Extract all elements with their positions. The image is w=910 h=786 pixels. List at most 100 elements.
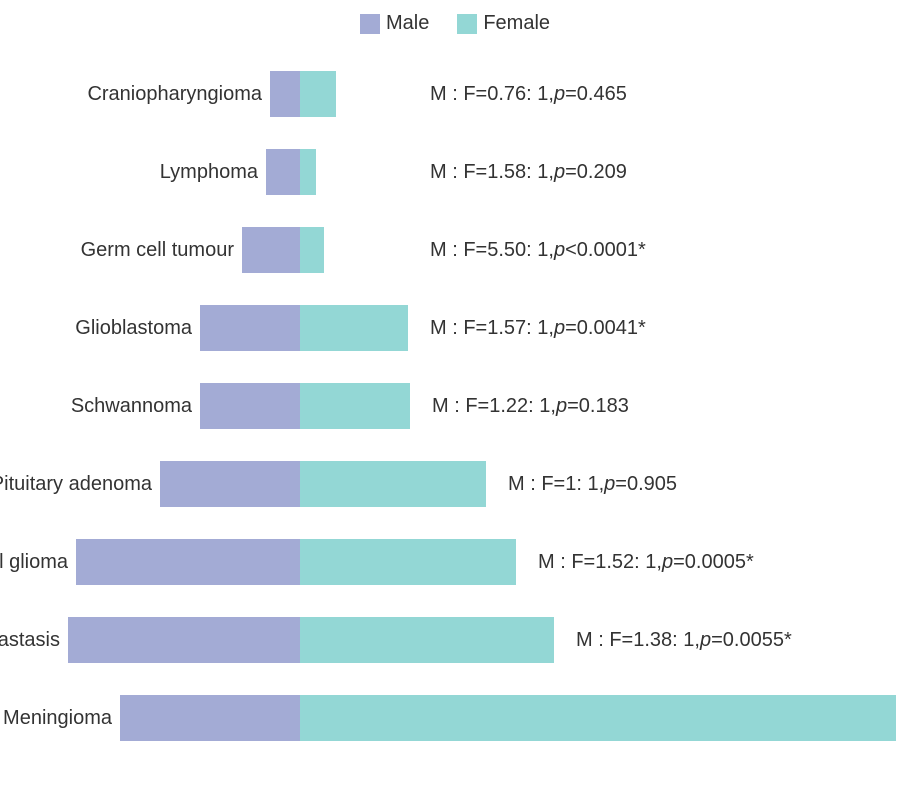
annot-mid: : 1,	[526, 239, 554, 262]
category-label: Metastasis	[0, 617, 68, 663]
annot-p-letter: p	[604, 473, 615, 496]
annot-p-letter: p	[554, 239, 565, 262]
bar-female	[300, 305, 408, 351]
bar-male	[120, 695, 300, 741]
chart-row: Metastasis M : F=1.38 : 1, p=0.0055*	[0, 599, 910, 677]
category-label: Germ cell tumour	[0, 227, 242, 273]
annot-p-value: 0.905	[627, 473, 677, 496]
annot-ratio: 1.58	[487, 161, 526, 184]
annot-prefix: M : F=	[432, 395, 489, 418]
annot-p-rel: =	[565, 83, 577, 106]
annot-prefix: M : F=	[430, 239, 487, 262]
legend-swatch-female	[457, 14, 477, 34]
annot-prefix: M : F=	[576, 629, 633, 652]
annot-ratio: 1	[565, 473, 576, 496]
chart-row: Germ cell tumour M : F=5.50 : 1, p<0.0001…	[0, 209, 910, 287]
legend-item-male: Male	[360, 12, 429, 35]
annot-ratio: 0.76	[487, 83, 526, 106]
chart-row: CraniopharyngiomaM : F=0.76 : 1, p=0.465	[0, 53, 910, 131]
bar-male	[76, 539, 300, 585]
annot-p-letter: p	[554, 161, 565, 184]
annot-p-value: 0.465	[577, 83, 627, 106]
bar-female	[300, 149, 316, 195]
annot-sig-star: *	[638, 317, 646, 340]
annot-mid: : 1,	[526, 83, 554, 106]
chart-row: MeningiomaM : F=0.36 : 1, p<0.0001*	[0, 677, 910, 755]
bar-male	[200, 383, 300, 429]
annot-p-rel: =	[565, 161, 577, 184]
legend-label-male: Male	[386, 12, 429, 35]
annot-p-rel: =	[567, 395, 579, 418]
bar-female	[300, 461, 486, 507]
annot-p-letter: p	[554, 317, 565, 340]
annot-ratio: 5.50	[487, 239, 526, 262]
category-label: Meningioma	[0, 695, 120, 741]
chart-row: Lymphoma M : F=1.58 : 1, p=0.209	[0, 131, 910, 209]
bar-female	[300, 383, 410, 429]
bar-male	[160, 461, 300, 507]
annot-p-rel: =	[615, 473, 627, 496]
annot-mid: : 1,	[634, 551, 662, 574]
bar-male	[242, 227, 300, 273]
bar-female	[300, 539, 516, 585]
annot-sig-star: *	[746, 551, 754, 574]
annot-p-value: 0.209	[577, 161, 627, 184]
ratio-annotation: M : F=1.22 : 1, p=0.183	[432, 383, 629, 429]
annot-mid: : 1,	[526, 161, 554, 184]
chart-row: Pituitary adenoma M : F=1 : 1, p=0.905	[0, 443, 910, 521]
category-label: Glioblastoma	[0, 305, 200, 351]
legend-label-female: Female	[483, 12, 550, 35]
annot-prefix: M : F=	[538, 551, 595, 574]
annot-mid: : 1,	[528, 395, 556, 418]
annot-ratio: 1.52	[595, 551, 634, 574]
bar-female	[300, 71, 336, 117]
annot-prefix: M : F=	[430, 161, 487, 184]
legend-item-female: Female	[457, 12, 550, 35]
category-label: Schwannoma	[0, 383, 200, 429]
annot-prefix: M : F=	[508, 473, 565, 496]
annot-ratio: 1.38	[633, 629, 672, 652]
annot-prefix: M : F=	[430, 317, 487, 340]
annot-p-rel: =	[673, 551, 685, 574]
annot-p-rel: =	[711, 629, 723, 652]
bar-male	[68, 617, 300, 663]
annot-ratio: 1.22	[489, 395, 528, 418]
ratio-annotation: M : F=1.52 : 1, p=0.0005*	[538, 539, 754, 585]
legend: Male Female	[0, 0, 910, 53]
bar-male	[270, 71, 300, 117]
legend-swatch-male	[360, 14, 380, 34]
ratio-annotation: M : F=5.50 : 1, p<0.0001*	[430, 227, 646, 273]
annot-p-letter: p	[700, 629, 711, 652]
chart-row: Intracranial glioma M : F=1.52 : 1, p=0.0…	[0, 521, 910, 599]
bar-female	[300, 227, 324, 273]
annot-p-letter: p	[556, 395, 567, 418]
category-label: Pituitary adenoma	[0, 461, 160, 507]
annot-sig-star: *	[784, 629, 792, 652]
category-label: Lymphoma	[6, 149, 266, 195]
bar-female	[300, 617, 554, 663]
annot-mid: : 1,	[672, 629, 700, 652]
annot-p-rel: =	[565, 317, 577, 340]
chart-row: Schwannoma M : F=1.22 : 1, p=0.183	[0, 365, 910, 443]
ratio-annotation: M : F=1.38 : 1, p=0.0055*	[576, 617, 792, 663]
chart-row: Glioblastoma M : F=1.57 : 1, p=0.0041*	[0, 287, 910, 365]
ratio-annotation: M : F=1 : 1, p=0.905	[508, 461, 677, 507]
annot-ratio: 1.57	[487, 317, 526, 340]
ratio-annotation: M : F=1.58 : 1, p=0.209	[430, 149, 627, 195]
annot-p-value: 0.0005	[685, 551, 746, 574]
annot-p-value: <0.0001	[565, 239, 638, 262]
annot-mid: : 1,	[576, 473, 604, 496]
ratio-annotation: M : F=1.57 : 1, p=0.0041*	[430, 305, 646, 351]
category-label: Craniopharyngioma	[10, 71, 270, 117]
annot-p-letter: p	[662, 551, 673, 574]
annot-p-value: 0.0041	[577, 317, 638, 340]
bar-male	[266, 149, 300, 195]
annot-p-value: 0.0055	[723, 629, 784, 652]
diverging-bar-chart: CraniopharyngiomaM : F=0.76 : 1, p=0.465…	[0, 53, 910, 755]
annot-prefix: M : F=	[430, 83, 487, 106]
bar-female	[300, 695, 896, 741]
category-label: Intracranial glioma	[0, 539, 76, 585]
annot-mid: : 1,	[526, 317, 554, 340]
bar-male	[200, 305, 300, 351]
annot-p-value: 0.183	[579, 395, 629, 418]
